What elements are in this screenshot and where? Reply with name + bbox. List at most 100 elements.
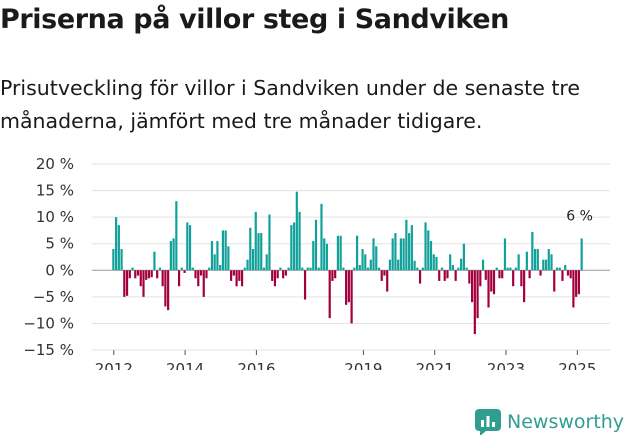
x-axis: 2012 2014 2016 2019 2021 2023 2025: [95, 350, 596, 370]
bar: [210, 241, 214, 271]
bar: [490, 270, 493, 292]
bar: [156, 270, 159, 279]
bar: [446, 270, 449, 279]
bar: [282, 270, 285, 279]
chart-subtitle: Prisutveckling för villor i Sandviken un…: [0, 76, 580, 133]
bar: [145, 270, 148, 280]
bar: [580, 238, 583, 271]
newsworthy-logo: Newsworthy: [475, 408, 624, 436]
bar: [331, 270, 334, 281]
bar: [558, 267, 561, 271]
last-value-label: 6 %: [566, 208, 593, 224]
x-tick-label: 2023: [487, 360, 525, 370]
bar: [577, 270, 580, 295]
bar: [528, 270, 531, 279]
x-tick-label: 2019: [344, 360, 382, 370]
bar: [364, 254, 367, 271]
bar: [293, 222, 296, 271]
bar: [383, 270, 386, 276]
bar: [564, 264, 567, 271]
bar: [147, 270, 151, 279]
bar: [523, 270, 526, 303]
bar: [413, 260, 416, 271]
bar: [257, 233, 260, 271]
bar: [366, 267, 370, 271]
bar: [287, 267, 290, 271]
bar: [391, 238, 394, 271]
bar: [421, 267, 424, 271]
bar: [235, 270, 238, 287]
bar: [569, 270, 572, 279]
x-tick-label: 2012: [95, 360, 133, 370]
bar: [314, 219, 318, 271]
bar: [531, 232, 534, 271]
bar: [202, 270, 205, 297]
bar: [542, 259, 545, 271]
bar: [213, 254, 216, 271]
bar: [561, 270, 564, 281]
bar: [405, 219, 408, 271]
y-tick-label: −5 %: [33, 288, 74, 306]
bar: [418, 270, 422, 284]
bar: [230, 270, 233, 281]
bar: [260, 233, 263, 271]
bar: [402, 238, 405, 271]
bar: [460, 258, 463, 271]
bar: [479, 270, 482, 287]
bar: [197, 270, 200, 287]
bar: [112, 249, 115, 271]
bar: [180, 267, 183, 271]
bar: [361, 249, 364, 271]
x-tick-label: 2016: [237, 360, 275, 370]
x-tick-label: 2025: [558, 360, 596, 370]
bar: [224, 230, 227, 271]
bar: [325, 243, 329, 271]
bar: [191, 267, 194, 271]
bar: [227, 246, 230, 271]
x-tick-label: 2014: [166, 360, 204, 370]
bar: [120, 249, 123, 271]
bar: [265, 254, 268, 271]
bar: [125, 270, 129, 296]
bar: [481, 259, 485, 271]
bar: [175, 201, 178, 271]
bar: [284, 270, 287, 276]
bar: [115, 217, 118, 271]
bar: [298, 211, 301, 271]
bar: [342, 267, 345, 271]
bar: [553, 270, 556, 292]
bar: [117, 225, 120, 271]
bar: [517, 254, 520, 271]
bar: [164, 270, 167, 307]
bar: [457, 267, 460, 271]
bar: [394, 233, 397, 271]
bar: [454, 270, 457, 281]
bar: [306, 267, 309, 271]
bar: [334, 270, 337, 279]
bar: [268, 214, 271, 271]
bar: [194, 270, 197, 279]
bar: [167, 270, 170, 311]
bar: [276, 270, 279, 279]
bar: [539, 270, 542, 276]
bar: [484, 270, 487, 280]
bar: [123, 270, 126, 297]
bar: [397, 259, 400, 271]
bar: [153, 251, 156, 271]
bar: [550, 254, 553, 271]
bar: [399, 238, 402, 271]
bar: [339, 235, 342, 271]
bar-chart: −15 %−10 %−5 %0 %5 %10 %15 %20 % 2012 201…: [23, 155, 610, 370]
bar: [188, 225, 192, 271]
bar: [262, 267, 266, 271]
bar: [443, 270, 446, 281]
bar: [462, 243, 465, 271]
bar: [345, 270, 348, 305]
y-tick-label: 0 %: [45, 261, 74, 279]
bar: [172, 238, 175, 271]
bar: [575, 270, 578, 297]
bar: [136, 270, 140, 276]
brand-name: Newsworthy: [507, 411, 625, 433]
bar: [377, 267, 381, 271]
bar: [216, 241, 219, 271]
